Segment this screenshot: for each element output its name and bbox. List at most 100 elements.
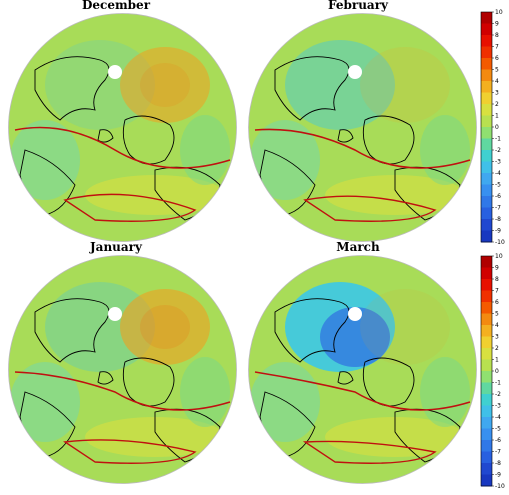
anomaly-blob (325, 175, 465, 215)
colorbar-tick-label: -5 (495, 426, 501, 433)
anomaly-blob (120, 289, 210, 365)
colorbar-tick-label: -2 (495, 147, 501, 154)
anomaly-blob (420, 115, 470, 185)
anomaly-blob (85, 175, 225, 215)
colorbar-tick-label: -10 (495, 239, 505, 246)
pole-hole (108, 307, 122, 321)
colorbar-tick-label: -1 (495, 380, 501, 387)
colorbar-swatch (481, 115, 492, 128)
anomaly-blob (360, 47, 450, 123)
coastline (274, 56, 350, 121)
anomaly-blob (250, 362, 320, 442)
colorbar-swatch (481, 173, 492, 185)
zero-contour (63, 439, 197, 464)
colorbar-tick-label: 6 (495, 55, 499, 62)
coastline (362, 357, 415, 407)
zero-contour (303, 195, 437, 222)
globe-outline (248, 255, 477, 484)
colorbar-tick-label: 7 (495, 288, 499, 295)
colorbar-tick-label: 8 (495, 32, 499, 39)
coastline (337, 371, 354, 385)
panel-title-december: December (81, 0, 151, 12)
anomaly-blob (140, 305, 190, 349)
colorbar-tick-label: -8 (495, 460, 501, 467)
colorbar-swatch (481, 325, 492, 337)
colorbar-swatch (481, 463, 492, 475)
coastline (274, 298, 350, 363)
colorbar-tick-label: 0 (495, 124, 499, 131)
coastline (122, 357, 175, 407)
colorbar-swatch (481, 81, 492, 93)
colorbar-tick-label: -3 (495, 159, 501, 166)
colorbar-tick-label: -4 (495, 170, 501, 177)
colorbar-tick-label: -9 (495, 472, 501, 479)
globe-outline (8, 13, 237, 242)
colorbar-swatch (481, 302, 492, 314)
pole-hole (108, 65, 122, 79)
colorbar-swatch (481, 230, 492, 243)
coastline (362, 115, 415, 165)
colorbar-tick-label: 5 (495, 311, 499, 318)
colorbar-tick-label: -6 (495, 193, 501, 200)
anomaly-blob (10, 120, 80, 200)
pole-hole (348, 307, 362, 321)
colorbar-tick-label: 7 (495, 44, 499, 51)
anomaly-blob (320, 307, 390, 367)
globe-outline (8, 255, 237, 484)
colorbar-swatch (481, 35, 492, 47)
colorbar-swatch (481, 46, 492, 59)
colorbar-swatch (481, 336, 492, 349)
colorbar-swatch (481, 474, 492, 487)
colorbar-tick-label: 9 (495, 21, 499, 28)
colorbar-swatch (481, 382, 492, 395)
colorbar-swatch (481, 219, 492, 231)
colorbar-tick-label: -2 (495, 391, 501, 398)
zero-contour (254, 371, 471, 411)
colorbar-tick-label: 4 (495, 322, 499, 329)
globe-outline (248, 13, 477, 242)
colorbar-tick-label: 10 (495, 253, 503, 260)
colorbar-swatch (481, 23, 492, 36)
map-january (8, 255, 237, 484)
colorbar-swatch (481, 161, 492, 174)
map-february (248, 13, 477, 242)
colorbar-tick-label: 10 (495, 9, 503, 16)
colorbar-tick-label: 4 (495, 78, 499, 85)
colorbar-swatch (481, 127, 492, 139)
pole-hole (348, 65, 362, 79)
coastline (337, 129, 354, 143)
colorbar-tick-label: -7 (495, 205, 501, 212)
colorbar-tick-label: 0 (495, 368, 499, 375)
colorbar-tick-label: 1 (495, 113, 499, 120)
colorbar-swatch (481, 417, 492, 429)
colorbar-swatch (481, 405, 492, 418)
colorbar-swatch (481, 267, 492, 280)
colorbar-tick-label: 1 (495, 357, 499, 364)
anomaly-blob (10, 362, 80, 442)
colorbar-swatch (481, 207, 492, 220)
colorbar-swatch (481, 451, 492, 464)
coastline (34, 56, 110, 121)
zero-contour (14, 126, 231, 169)
zero-contour (14, 371, 231, 411)
panel-title-february: February (327, 0, 388, 12)
colorbar-tick-label: -1 (495, 136, 501, 143)
anomaly-blob (360, 289, 450, 365)
panel-title-march: March (336, 240, 380, 254)
anomaly-blob (325, 417, 465, 457)
anomaly-blob (420, 357, 470, 427)
colorbar-swatch (481, 440, 492, 452)
anomaly-blob (380, 305, 430, 349)
colorbar-swatch (481, 58, 492, 70)
colorbar-tick-label: 3 (495, 334, 499, 341)
map-march (248, 255, 477, 484)
colorbar-tick-label: -10 (495, 483, 505, 490)
colorbar-tick-label: -4 (495, 414, 501, 421)
anomaly-blob (85, 417, 225, 457)
colorbar-swatch (481, 256, 492, 268)
colorbar-tick-label: 5 (495, 67, 499, 74)
colorbar-swatch (481, 394, 492, 406)
colorbar-tick-label: 2 (495, 101, 499, 108)
colorbar-swatch (481, 92, 492, 105)
